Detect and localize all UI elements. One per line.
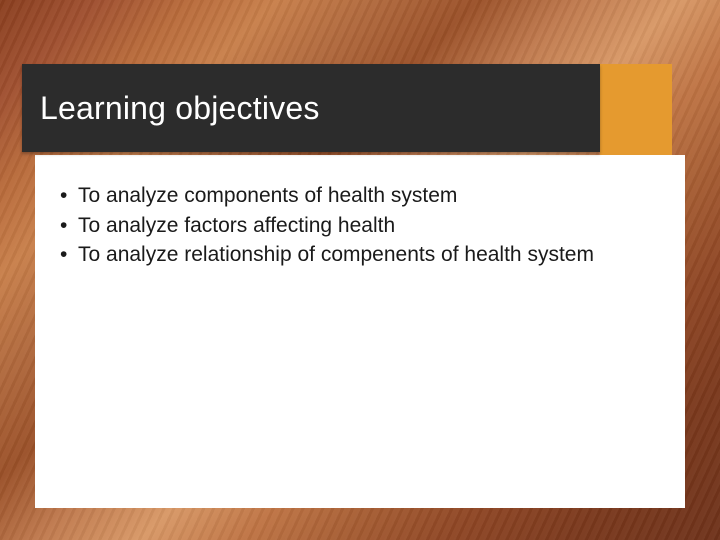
slide: Learning objectives To analyze component… — [0, 0, 720, 540]
bullet-item: To analyze factors affecting health — [60, 212, 620, 240]
slide-title: Learning objectives — [22, 90, 320, 127]
bullet-list: To analyze components of health systemTo… — [60, 182, 620, 271]
accent-block — [600, 64, 672, 155]
bullet-item: To analyze relationship of compenents of… — [60, 241, 620, 269]
title-bar: Learning objectives — [22, 64, 600, 152]
bullet-item: To analyze components of health system — [60, 182, 620, 210]
